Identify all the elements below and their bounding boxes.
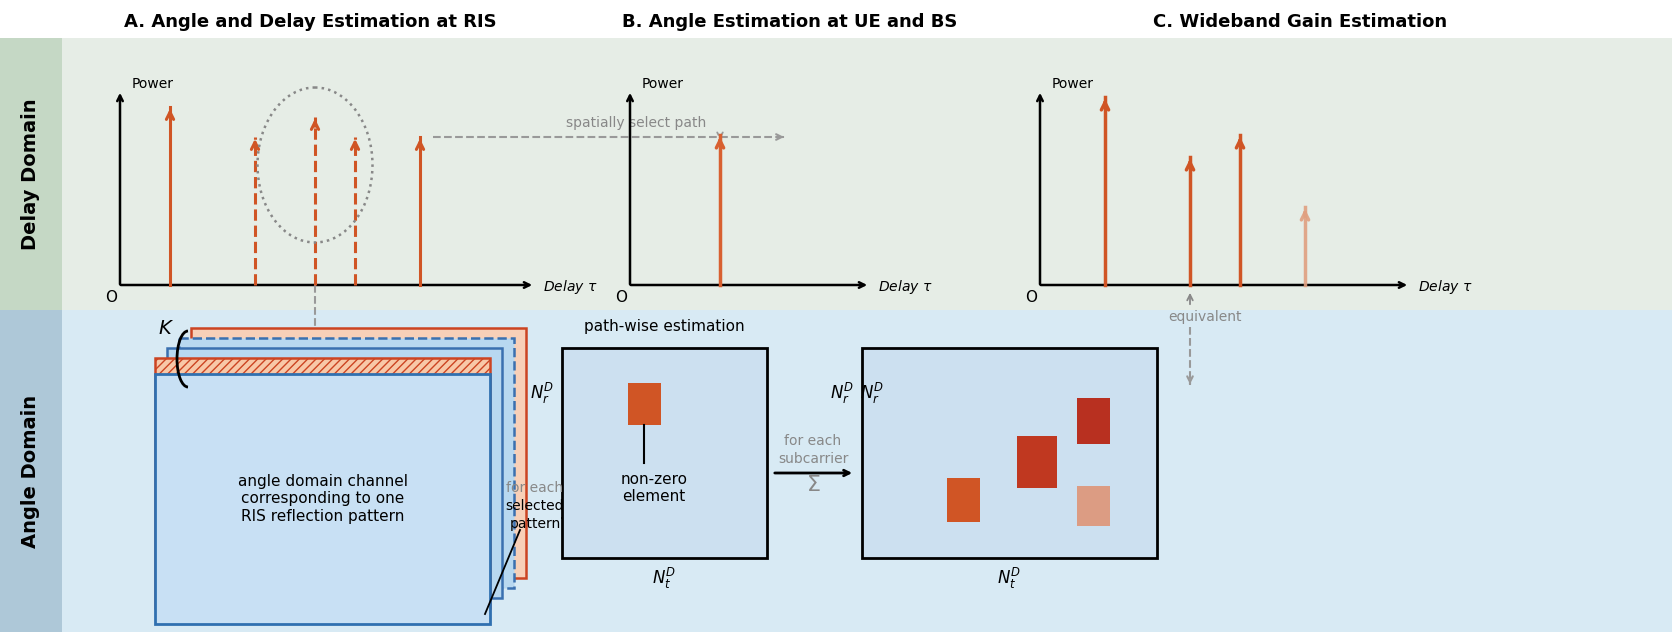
Text: subcarrier: subcarrier <box>777 452 848 466</box>
Bar <box>191 328 527 578</box>
Text: A. Angle and Delay Estimation at RIS: A. Angle and Delay Estimation at RIS <box>124 13 497 31</box>
Bar <box>0 38 62 310</box>
Text: O: O <box>1025 290 1037 304</box>
Text: B. Angle Estimation at UE and BS: B. Angle Estimation at UE and BS <box>622 13 958 31</box>
Text: for each: for each <box>784 434 841 448</box>
Bar <box>179 338 513 588</box>
Text: $K$: $K$ <box>157 318 174 338</box>
Bar <box>946 478 980 522</box>
Text: non-zero
element: non-zero element <box>620 471 687 504</box>
Text: $N_t^D$: $N_t^D$ <box>652 565 675 591</box>
Text: C. Wideband Gain Estimation: C. Wideband Gain Estimation <box>1154 13 1446 31</box>
Text: pattern: pattern <box>510 517 560 531</box>
Text: angle domain channel
corresponding to one
RIS reflection pattern: angle domain channel corresponding to on… <box>237 474 408 524</box>
Text: Power: Power <box>642 77 684 91</box>
Bar <box>629 383 660 425</box>
Text: Delay Domain: Delay Domain <box>22 98 40 250</box>
Text: O: O <box>105 290 117 304</box>
Text: selected: selected <box>505 499 563 513</box>
Bar <box>863 348 1157 558</box>
Text: Delay $\tau$: Delay $\tau$ <box>878 278 933 296</box>
Bar <box>167 348 502 598</box>
Text: path-wise estimation: path-wise estimation <box>584 318 744 334</box>
Bar <box>1017 436 1057 488</box>
Text: for each: for each <box>507 481 563 495</box>
Text: $N_r^D$: $N_r^D$ <box>829 380 854 406</box>
Bar <box>1077 398 1110 444</box>
Text: spatially select path: spatially select path <box>565 116 706 130</box>
Text: Power: Power <box>1052 77 1093 91</box>
Text: equivalent: equivalent <box>1169 310 1242 324</box>
Text: O: O <box>615 290 627 304</box>
Bar <box>0 310 62 632</box>
Bar <box>562 348 767 558</box>
Text: $N_r^D$: $N_r^D$ <box>530 380 553 406</box>
Text: Delay $\tau$: Delay $\tau$ <box>543 278 597 296</box>
Text: $N_r^D$: $N_r^D$ <box>859 380 884 406</box>
Text: $\Sigma$: $\Sigma$ <box>806 475 821 495</box>
Text: Angle Domain: Angle Domain <box>22 394 40 547</box>
Text: $N_t^D$: $N_t^D$ <box>997 565 1022 591</box>
Bar <box>1077 486 1110 526</box>
Bar <box>155 374 490 624</box>
Bar <box>155 358 490 608</box>
Text: Power: Power <box>132 77 174 91</box>
Bar <box>0 38 1672 310</box>
Text: Delay $\tau$: Delay $\tau$ <box>1418 278 1473 296</box>
Bar <box>0 310 1672 632</box>
